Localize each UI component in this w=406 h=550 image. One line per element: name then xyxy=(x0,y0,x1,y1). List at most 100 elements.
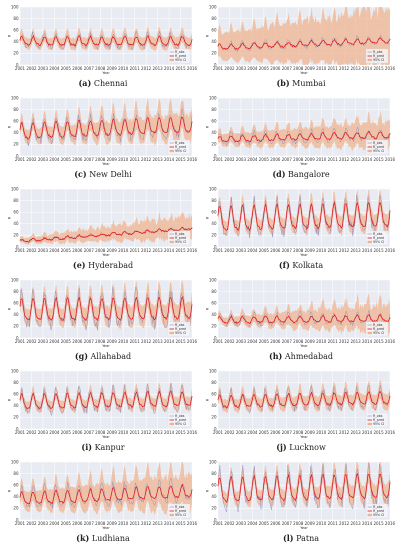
predicted-point xyxy=(271,498,272,500)
predicted-point xyxy=(229,484,230,486)
predicted-point xyxy=(25,137,27,139)
predicted-point xyxy=(40,502,42,503)
x-tick-label: 2011 xyxy=(328,248,339,253)
predicted-point xyxy=(183,124,185,126)
predicted-point xyxy=(151,316,153,318)
predicted-point xyxy=(238,499,240,500)
predicted-point xyxy=(124,231,126,233)
legend-label-ci: 95% CI xyxy=(373,149,384,153)
x-tick-label: 2003 xyxy=(38,339,49,344)
predicted-point xyxy=(189,44,191,46)
predicted-point xyxy=(246,496,248,498)
predicted-point xyxy=(97,317,99,319)
predicted-point xyxy=(368,130,370,132)
predicted-point xyxy=(360,402,362,404)
predicted-point xyxy=(234,227,236,229)
predicted-point xyxy=(282,404,284,406)
predicted-point xyxy=(172,40,174,42)
x-tick-label: 2005 xyxy=(259,157,270,162)
x-tick-label: 2010 xyxy=(118,248,129,253)
predicted-point xyxy=(293,138,295,140)
predicted-point xyxy=(157,39,159,41)
predicted-point xyxy=(307,44,309,46)
predicted-point xyxy=(358,398,360,400)
predicted-point xyxy=(223,140,225,142)
predicted-point xyxy=(166,316,168,318)
predicted-point xyxy=(295,45,297,47)
predicted-point xyxy=(187,404,189,406)
predicted-point xyxy=(143,405,145,407)
predicted-point xyxy=(155,44,157,46)
legend-swatch-ci xyxy=(367,513,372,517)
x-tick-label: 2005 xyxy=(61,430,72,435)
x-axis-label: Year xyxy=(102,253,110,257)
predicted-point xyxy=(29,240,31,242)
predicted-point xyxy=(101,120,103,122)
predicted-point xyxy=(240,136,242,138)
predicted-point xyxy=(387,494,389,496)
x-tick-label: 2016 xyxy=(385,157,396,162)
predicted-point xyxy=(263,212,265,214)
legend-label-ci: 95% CI xyxy=(175,240,186,244)
predicted-point xyxy=(295,226,297,228)
predicted-point xyxy=(265,476,267,478)
predicted-point xyxy=(153,232,155,234)
predicted-point xyxy=(29,407,31,409)
predicted-point xyxy=(286,483,288,485)
predicted-point xyxy=(185,404,187,406)
predicted-point xyxy=(109,500,111,501)
legend-label-observed: R_obs xyxy=(373,505,383,509)
predicted-point xyxy=(313,42,315,44)
y-axis-label: R xyxy=(206,125,210,128)
predicted-point xyxy=(31,305,32,307)
x-tick-label: 2008 xyxy=(95,430,106,435)
predicted-point xyxy=(176,404,178,406)
x-axis-label: Year xyxy=(300,526,308,530)
predicted-point xyxy=(107,317,109,319)
predicted-point xyxy=(251,483,253,485)
predicted-point xyxy=(389,481,391,483)
x-tick-label: 2016 xyxy=(187,248,198,253)
predicted-point xyxy=(255,44,257,46)
predicted-point xyxy=(347,215,349,217)
x-tick-label: 2009 xyxy=(305,248,316,253)
x-tick-label: 2007 xyxy=(282,339,293,344)
panel-letter: (b) xyxy=(276,78,290,88)
predicted-point xyxy=(274,317,276,319)
y-tick-label: 80 xyxy=(13,16,19,21)
predicted-point xyxy=(263,483,265,485)
y-tick-label: 20 xyxy=(13,51,19,56)
predicted-point xyxy=(353,137,355,139)
predicted-point xyxy=(52,44,53,46)
predicted-point xyxy=(370,318,372,320)
predicted-point xyxy=(290,399,292,401)
predicted-point xyxy=(303,138,305,140)
y-tick-label: 40 xyxy=(211,494,217,499)
predicted-point xyxy=(368,202,370,204)
predicted-point xyxy=(187,496,189,498)
predicted-point xyxy=(309,42,311,43)
chart-panel-bangalore: 0 20 40 60 80 100 2001 2002 2003 2004 2005 2006 2007… xyxy=(206,95,396,183)
legend-swatch-ci xyxy=(169,422,174,426)
predicted-point xyxy=(389,317,391,319)
predicted-point xyxy=(153,497,155,499)
predicted-point xyxy=(318,138,320,140)
y-tick-label: 80 xyxy=(211,198,217,203)
predicted-point xyxy=(349,224,351,226)
predicted-point xyxy=(143,317,145,319)
predicted-point xyxy=(389,39,391,41)
predicted-point xyxy=(305,404,307,406)
predicted-point xyxy=(246,405,248,407)
predicted-point xyxy=(288,393,290,395)
panel-letter: (h) xyxy=(268,351,283,361)
predicted-point xyxy=(174,43,176,45)
predicted-point xyxy=(343,211,345,213)
y-tick-label: 60 xyxy=(13,210,19,215)
predicted-point xyxy=(347,42,349,44)
predicted-point xyxy=(63,44,65,46)
x-tick-label: 2006 xyxy=(72,248,83,253)
predicted-point xyxy=(217,45,219,47)
predicted-point xyxy=(230,476,232,478)
predicted-point xyxy=(55,489,57,491)
